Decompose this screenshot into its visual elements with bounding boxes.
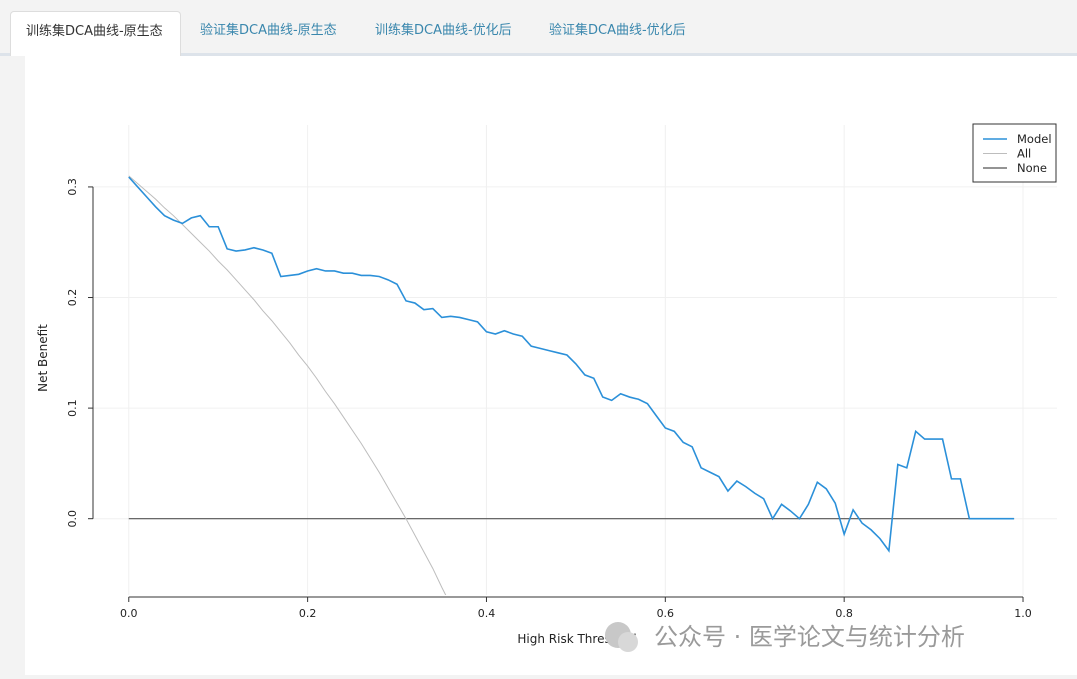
legend-label: None xyxy=(1017,161,1047,175)
tab[interactable]: 训练集DCA曲线-优化后 xyxy=(375,23,512,38)
y-tick-label: 0.1 xyxy=(66,399,79,417)
tab[interactable]: 验证集DCA曲线-原生态 xyxy=(200,23,337,38)
x-tick-label: 0.2 xyxy=(299,607,317,620)
y-tick-label: 0.3 xyxy=(66,178,79,196)
x-tick-label: 0.0 xyxy=(120,607,138,620)
series-line xyxy=(128,175,447,595)
y-tick-label: 0.0 xyxy=(66,510,79,528)
x-tick-label: 0.8 xyxy=(835,607,853,620)
tab[interactable]: 验证集DCA曲线-优化后 xyxy=(549,23,686,38)
tab[interactable]: 训练集DCA曲线-原生态 xyxy=(10,11,181,56)
legend-label: Model xyxy=(1017,132,1052,146)
tab-bar: 训练集DCA曲线-原生态 验证集DCA曲线-原生态 训练集DCA曲线-优化后 验… xyxy=(0,0,1077,56)
x-tick-label: 0.4 xyxy=(478,607,496,620)
watermark: 公众号 · 医学论文与统计分析 xyxy=(605,622,965,652)
series-line xyxy=(128,176,1015,553)
y-tick-label: 0.2 xyxy=(66,289,79,307)
legend-label: All xyxy=(1017,147,1031,161)
x-tick-label: 0.6 xyxy=(657,607,675,620)
tab-panel xyxy=(25,56,1077,675)
x-tick-label: 1.0 xyxy=(1014,607,1032,620)
y-axis-label: Net Benefit xyxy=(36,324,50,392)
watermark-text: 公众号 · 医学论文与统计分析 xyxy=(654,623,965,651)
watermark-icon xyxy=(618,632,638,652)
